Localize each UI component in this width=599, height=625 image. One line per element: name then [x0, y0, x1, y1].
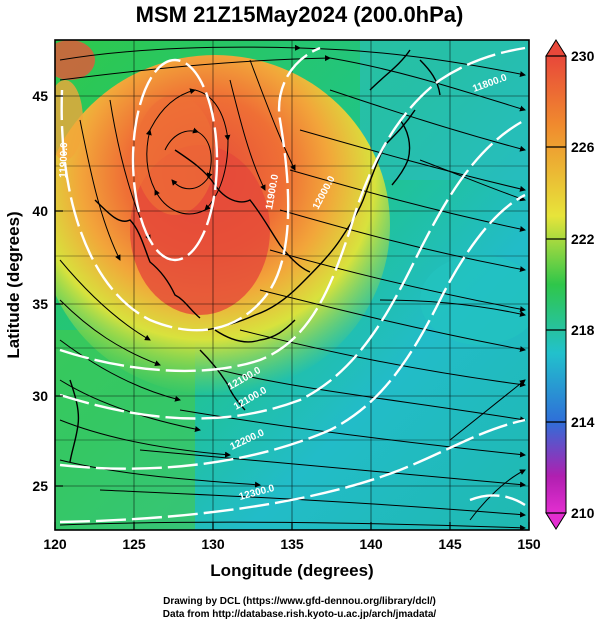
temperature-field — [55, 40, 529, 530]
y-tick-labels: 25 30 35 40 45 — [32, 88, 48, 494]
x-tick-labels: 120 125 130 135 140 145 150 — [43, 536, 541, 552]
colorbar — [545, 39, 567, 530]
height-contours — [59, 46, 526, 524]
colorbar-tick-label: 218 — [571, 322, 595, 338]
colorbar-tick-label: 230 — [571, 48, 595, 64]
chart-title: MSM 21Z15May2024 (200.0hPa) — [135, 2, 464, 27]
credit-drawing: Drawing by DCL (https://www.gfd-dennou.o… — [163, 596, 436, 607]
x-tick-label: 145 — [438, 536, 462, 552]
colorbar-tick-label: 210 — [571, 505, 595, 521]
colorbar-tick-label: 226 — [571, 139, 595, 155]
y-tick-label: 40 — [32, 203, 48, 219]
x-axis — [54, 522, 530, 530]
x-tick-label: 125 — [122, 536, 146, 552]
y-axis — [55, 95, 63, 487]
colorbar-tick-label: 222 — [571, 231, 595, 247]
y-tick-label: 30 — [32, 388, 48, 404]
y-tick-label: 35 — [32, 296, 48, 312]
colorbar-bottom-arrow — [545, 512, 567, 530]
colorbar-tick-labels: 230 226 222 218 214 210 — [571, 48, 595, 521]
x-tick-label: 120 — [43, 536, 67, 552]
colorbar-tick-label: 214 — [571, 414, 595, 430]
x-tick-label: 140 — [359, 536, 383, 552]
colorbar-top-arrow — [545, 39, 567, 57]
y-tick-label: 45 — [32, 88, 48, 104]
colorbar-body — [545, 55, 567, 514]
x-tick-label: 135 — [280, 536, 304, 552]
x-tick-label: 150 — [517, 536, 541, 552]
contour-label: 11900.0 — [58, 142, 70, 178]
y-axis-title: Latitude (degrees) — [4, 211, 23, 358]
credit-data-source: Data from http://database.rish.kyoto-u.a… — [162, 609, 437, 620]
x-tick-label: 130 — [201, 536, 225, 552]
y-tick-label: 25 — [32, 478, 48, 494]
x-axis-title: Longitude (degrees) — [210, 561, 373, 580]
